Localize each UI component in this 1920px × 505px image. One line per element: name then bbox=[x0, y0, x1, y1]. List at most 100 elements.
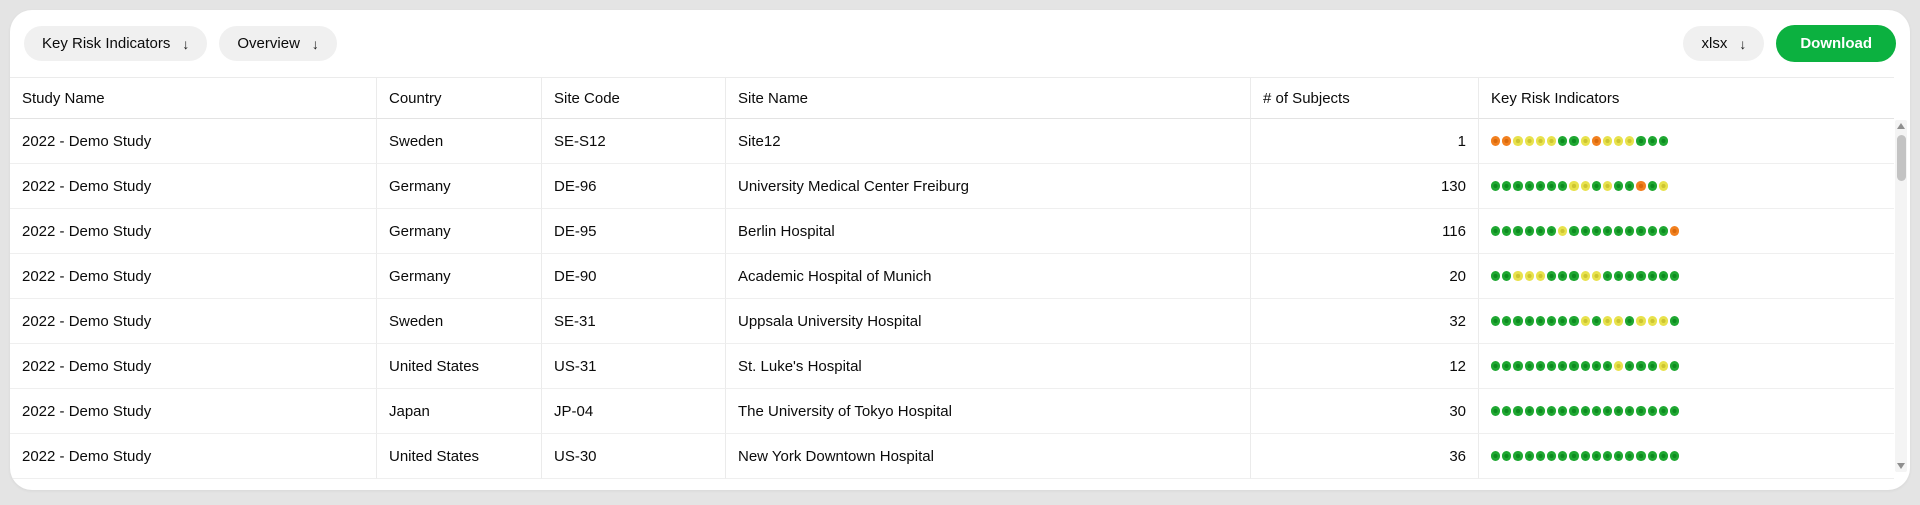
table-scrollbar[interactable] bbox=[1895, 120, 1907, 472]
kri-dot-green[interactable] bbox=[1558, 361, 1568, 371]
kri-dot-green[interactable] bbox=[1502, 181, 1512, 191]
column-header-subjects[interactable]: # of Subjects bbox=[1251, 77, 1479, 119]
kri-dot-green[interactable] bbox=[1491, 316, 1501, 326]
kri-dot-green[interactable] bbox=[1602, 361, 1613, 371]
kri-dot-green[interactable] bbox=[1647, 181, 1657, 191]
kri-dot-green[interactable] bbox=[1569, 226, 1579, 236]
kri-dot-green[interactable] bbox=[1524, 226, 1534, 236]
kri-dot-green[interactable] bbox=[1524, 451, 1534, 461]
kri-dot-green[interactable] bbox=[1670, 316, 1680, 326]
kri-dot-green[interactable] bbox=[1670, 361, 1680, 371]
kri-dot-yellow[interactable] bbox=[1602, 181, 1613, 191]
kri-dot-green[interactable] bbox=[1513, 181, 1523, 191]
kri-dot-green[interactable] bbox=[1647, 226, 1657, 236]
column-header-country[interactable]: Country bbox=[377, 77, 542, 119]
kri-dot-yellow[interactable] bbox=[1636, 316, 1646, 326]
kri-filter-dropdown[interactable]: Key Risk Indicators ↓ bbox=[24, 26, 208, 61]
kri-dot-green[interactable] bbox=[1524, 361, 1534, 371]
kri-dot-orange[interactable] bbox=[1636, 181, 1646, 191]
kri-dot-green[interactable] bbox=[1513, 226, 1523, 236]
kri-dot-yellow[interactable] bbox=[1569, 181, 1579, 191]
kri-dot-green[interactable] bbox=[1625, 406, 1635, 416]
kri-dot-green[interactable] bbox=[1602, 451, 1613, 461]
kri-dot-yellow[interactable] bbox=[1546, 136, 1557, 146]
kri-dot-yellow[interactable] bbox=[1513, 271, 1523, 281]
kri-dot-green[interactable] bbox=[1558, 271, 1568, 281]
kri-dot-green[interactable] bbox=[1580, 226, 1590, 236]
kri-dot-green[interactable] bbox=[1647, 451, 1657, 461]
kri-dot-green[interactable] bbox=[1658, 451, 1668, 461]
kri-dot-green[interactable] bbox=[1636, 271, 1646, 281]
kri-dot-yellow[interactable] bbox=[1580, 181, 1590, 191]
kri-dot-yellow[interactable] bbox=[1614, 316, 1624, 326]
kri-dot-green[interactable] bbox=[1546, 406, 1557, 416]
kri-dot-yellow[interactable] bbox=[1658, 181, 1668, 191]
kri-dot-green[interactable] bbox=[1491, 181, 1501, 191]
table-row[interactable]: 2022 - Demo Study Germany DE-95 Berlin H… bbox=[10, 209, 1894, 254]
kri-dot-green[interactable] bbox=[1535, 316, 1545, 326]
column-header-study-name[interactable]: Study Name bbox=[10, 77, 377, 119]
kri-dot-green[interactable] bbox=[1491, 451, 1501, 461]
kri-dot-green[interactable] bbox=[1625, 361, 1635, 371]
kri-dot-green[interactable] bbox=[1546, 361, 1557, 371]
kri-dot-green[interactable] bbox=[1513, 406, 1523, 416]
kri-dot-green[interactable] bbox=[1546, 451, 1557, 461]
table-row[interactable]: 2022 - Demo Study Sweden SE-S12 Site12 1 bbox=[10, 119, 1894, 164]
download-button[interactable]: Download bbox=[1776, 25, 1896, 62]
kri-dot-green[interactable] bbox=[1524, 181, 1534, 191]
kri-dot-green[interactable] bbox=[1535, 451, 1545, 461]
kri-dot-green[interactable] bbox=[1658, 136, 1668, 146]
kri-dot-green[interactable] bbox=[1502, 226, 1512, 236]
kri-dot-green[interactable] bbox=[1625, 316, 1635, 326]
kri-dot-green[interactable] bbox=[1670, 271, 1680, 281]
kri-dot-green[interactable] bbox=[1513, 451, 1523, 461]
kri-dot-green[interactable] bbox=[1524, 316, 1534, 326]
kri-dot-yellow[interactable] bbox=[1535, 136, 1545, 146]
kri-dot-green[interactable] bbox=[1591, 226, 1601, 236]
kri-dot-green[interactable] bbox=[1625, 226, 1635, 236]
kri-dot-green[interactable] bbox=[1614, 271, 1624, 281]
kri-dot-green[interactable] bbox=[1558, 451, 1568, 461]
kri-dot-green[interactable] bbox=[1569, 451, 1579, 461]
kri-dot-green[interactable] bbox=[1513, 316, 1523, 326]
kri-dot-green[interactable] bbox=[1670, 406, 1680, 416]
table-row[interactable]: 2022 - Demo Study Germany DE-90 Academic… bbox=[10, 254, 1894, 299]
kri-dot-green[interactable] bbox=[1502, 451, 1512, 461]
kri-dot-green[interactable] bbox=[1614, 226, 1624, 236]
kri-dot-green[interactable] bbox=[1625, 181, 1635, 191]
kri-dot-green[interactable] bbox=[1502, 406, 1512, 416]
kri-dot-green[interactable] bbox=[1535, 406, 1545, 416]
kri-dot-green[interactable] bbox=[1636, 406, 1646, 416]
kri-dot-green[interactable] bbox=[1535, 181, 1545, 191]
kri-dot-green[interactable] bbox=[1591, 406, 1601, 416]
kri-dot-green[interactable] bbox=[1558, 181, 1568, 191]
kri-dot-green[interactable] bbox=[1546, 316, 1557, 326]
kri-dot-yellow[interactable] bbox=[1591, 271, 1601, 281]
kri-dot-green[interactable] bbox=[1502, 271, 1512, 281]
kri-dot-green[interactable] bbox=[1535, 361, 1545, 371]
kri-dot-yellow[interactable] bbox=[1647, 316, 1657, 326]
kri-dot-green[interactable] bbox=[1569, 271, 1579, 281]
kri-dot-green[interactable] bbox=[1558, 316, 1568, 326]
kri-dot-green[interactable] bbox=[1614, 406, 1624, 416]
kri-dot-green[interactable] bbox=[1580, 406, 1590, 416]
kri-dot-green[interactable] bbox=[1636, 361, 1646, 371]
kri-dot-green[interactable] bbox=[1636, 226, 1646, 236]
kri-dot-yellow[interactable] bbox=[1658, 316, 1668, 326]
kri-dot-green[interactable] bbox=[1502, 316, 1512, 326]
kri-dot-green[interactable] bbox=[1569, 406, 1579, 416]
kri-dot-green[interactable] bbox=[1558, 136, 1568, 146]
kri-dot-green[interactable] bbox=[1491, 406, 1501, 416]
kri-dot-yellow[interactable] bbox=[1513, 136, 1523, 146]
kri-dot-yellow[interactable] bbox=[1524, 271, 1534, 281]
table-row[interactable]: 2022 - Demo Study Japan JP-04 The Univer… bbox=[10, 389, 1894, 434]
table-row[interactable]: 2022 - Demo Study United States US-30 Ne… bbox=[10, 434, 1894, 479]
kri-dot-green[interactable] bbox=[1591, 316, 1601, 326]
kri-dot-orange[interactable] bbox=[1670, 226, 1680, 236]
kri-dot-yellow[interactable] bbox=[1535, 271, 1545, 281]
kri-dot-green[interactable] bbox=[1546, 271, 1557, 281]
kri-dot-green[interactable] bbox=[1647, 361, 1657, 371]
kri-dot-green[interactable] bbox=[1647, 136, 1657, 146]
scroll-up-button[interactable] bbox=[1895, 120, 1907, 132]
kri-dot-yellow[interactable] bbox=[1524, 136, 1534, 146]
